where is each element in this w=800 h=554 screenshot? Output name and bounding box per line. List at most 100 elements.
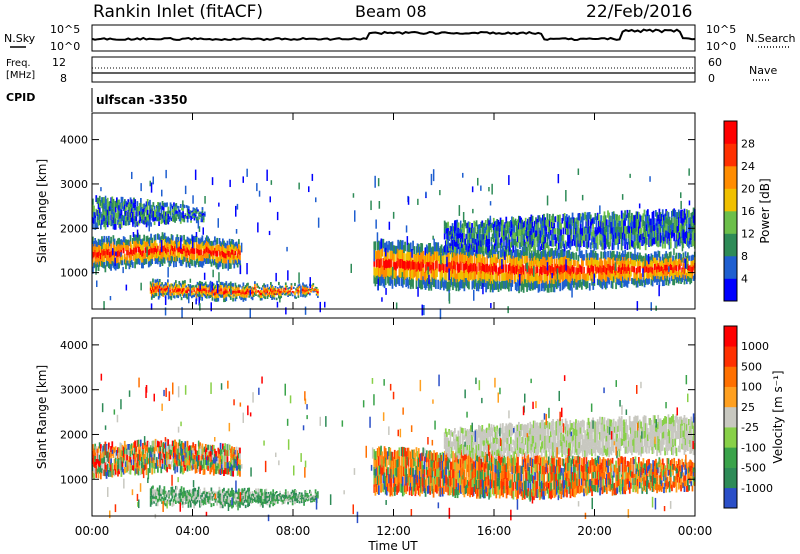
data-cell bbox=[543, 227, 545, 235]
data-cell bbox=[647, 261, 649, 268]
data-cell bbox=[193, 218, 196, 221]
data-cell bbox=[125, 257, 127, 264]
data-cell bbox=[95, 465, 98, 472]
data-cell bbox=[210, 467, 213, 473]
data-cell bbox=[395, 262, 397, 271]
data-cell bbox=[119, 465, 122, 472]
data-cell bbox=[174, 215, 176, 219]
data-cell bbox=[375, 259, 378, 268]
data-cell bbox=[635, 281, 638, 288]
data-cell bbox=[178, 493, 181, 496]
data-cell bbox=[657, 269, 660, 276]
data-cell bbox=[385, 288, 387, 295]
data-cell bbox=[131, 465, 134, 471]
data-cell bbox=[135, 234, 138, 241]
data-cell bbox=[128, 211, 131, 216]
data-cell bbox=[239, 459, 241, 466]
data-cell bbox=[669, 220, 671, 226]
data-cell bbox=[497, 250, 500, 260]
data-cell bbox=[536, 241, 539, 248]
data-cell bbox=[543, 282, 546, 292]
data-cell bbox=[184, 280, 186, 284]
data-cell bbox=[152, 440, 155, 447]
data-cell bbox=[257, 285, 260, 288]
data-cell bbox=[136, 201, 139, 207]
data-cell bbox=[490, 237, 493, 242]
data-cell bbox=[593, 259, 596, 267]
data-cell bbox=[178, 240, 181, 247]
data-cell bbox=[121, 450, 124, 456]
data-cell bbox=[199, 213, 202, 215]
data-cell bbox=[172, 292, 175, 296]
data-cell bbox=[165, 288, 168, 291]
data-cell bbox=[380, 267, 382, 277]
data-cell bbox=[136, 460, 139, 468]
data-cell bbox=[563, 243, 566, 252]
data-cell bbox=[150, 497, 153, 501]
data-cell bbox=[208, 284, 210, 288]
data-cell bbox=[491, 233, 494, 239]
data-cell bbox=[530, 258, 533, 266]
data-cell bbox=[105, 199, 108, 205]
data-cell bbox=[642, 219, 645, 227]
data-cell bbox=[576, 231, 578, 238]
data-cell bbox=[456, 270, 459, 280]
data-cell bbox=[149, 447, 151, 454]
data-cell bbox=[122, 457, 125, 464]
data-cell bbox=[467, 245, 470, 252]
data-cell bbox=[660, 214, 663, 222]
data-cell bbox=[228, 244, 231, 251]
data-cell bbox=[664, 259, 666, 265]
data-cell bbox=[179, 293, 182, 297]
data-cell bbox=[130, 217, 133, 222]
data-cell bbox=[657, 234, 660, 241]
data-cell bbox=[608, 242, 610, 250]
data-cell bbox=[668, 258, 671, 265]
data-cell bbox=[592, 249, 595, 258]
data-cell bbox=[624, 278, 627, 286]
data-cell bbox=[608, 257, 611, 264]
data-cell bbox=[205, 500, 208, 504]
data-cell bbox=[200, 495, 202, 499]
data-cell bbox=[576, 282, 579, 290]
data-cell bbox=[287, 270, 289, 281]
data-cell bbox=[160, 235, 163, 242]
data-cell bbox=[578, 213, 581, 221]
data-cell bbox=[106, 249, 109, 256]
data-cell bbox=[153, 283, 155, 287]
data-cell bbox=[466, 239, 469, 245]
data-cell bbox=[596, 266, 599, 273]
data-cell bbox=[162, 257, 165, 263]
data-cell bbox=[231, 239, 233, 245]
data-cell bbox=[679, 252, 681, 259]
data-cell bbox=[270, 282, 272, 286]
data-cell bbox=[667, 218, 670, 226]
data-cell bbox=[263, 283, 265, 287]
data-cell bbox=[538, 283, 541, 292]
data-cell bbox=[157, 281, 160, 285]
data-cell bbox=[143, 252, 146, 259]
data-cell bbox=[606, 274, 608, 282]
data-cell bbox=[226, 468, 229, 475]
data-cell bbox=[128, 202, 131, 207]
data-cell bbox=[270, 285, 272, 289]
data-cell bbox=[155, 439, 158, 446]
data-cell bbox=[692, 275, 695, 281]
data-cell bbox=[178, 439, 181, 446]
data-cell bbox=[405, 270, 408, 279]
data-cell bbox=[634, 278, 637, 285]
data-cell bbox=[462, 223, 464, 229]
data-cell bbox=[267, 289, 270, 292]
data-cell bbox=[592, 223, 594, 230]
data-cell bbox=[544, 223, 547, 231]
data-cell bbox=[120, 443, 123, 450]
data-cell bbox=[208, 258, 211, 264]
data-cell bbox=[98, 213, 101, 220]
data-cell bbox=[227, 286, 230, 289]
data-cell bbox=[476, 266, 478, 275]
data-cell bbox=[475, 232, 478, 239]
data-cell bbox=[627, 238, 630, 245]
data-cell bbox=[144, 220, 147, 225]
data-cell bbox=[512, 255, 515, 265]
data-cell bbox=[598, 261, 600, 268]
